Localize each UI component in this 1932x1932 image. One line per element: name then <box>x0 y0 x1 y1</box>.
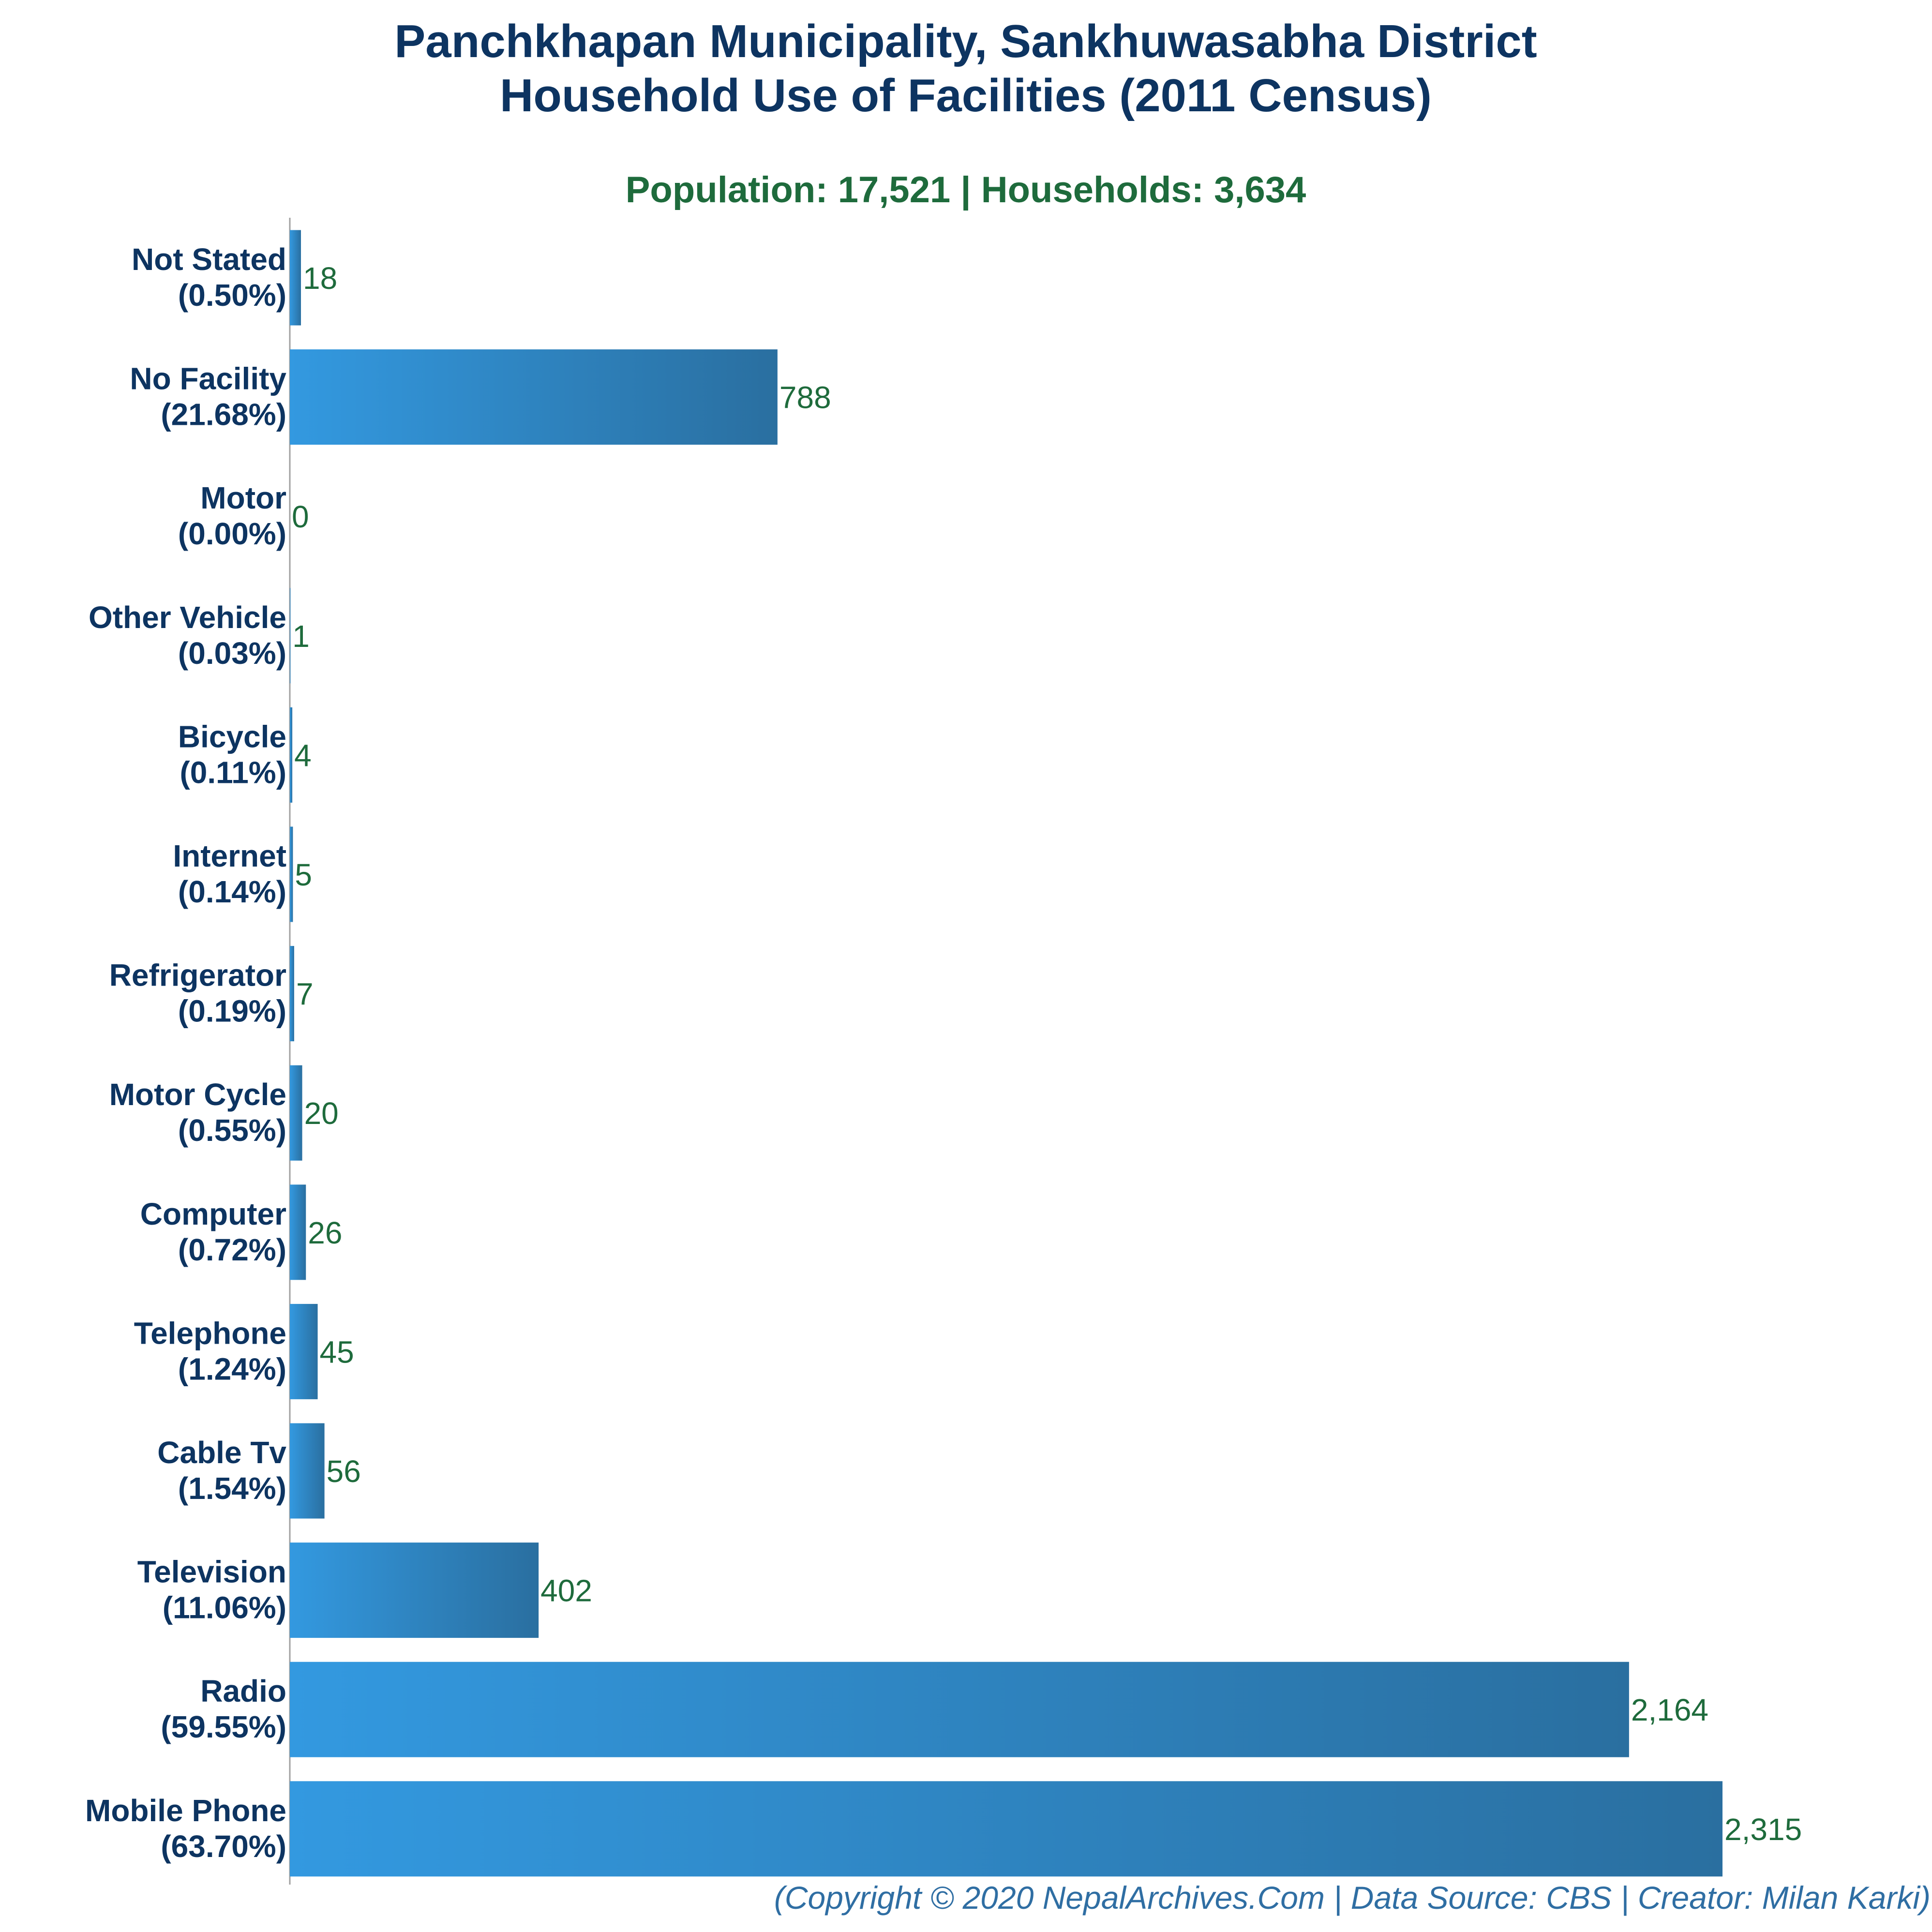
bar-no-facility <box>290 349 778 445</box>
bar-cable-tv <box>290 1423 325 1519</box>
percent-label: (0.03%) <box>178 636 286 671</box>
data-label: 1 <box>292 619 310 654</box>
bar-motor-cycle <box>290 1065 302 1161</box>
bar-telephone <box>290 1303 318 1399</box>
category-label: Mobile Phone <box>85 1793 286 1828</box>
percent-label: (0.72%) <box>178 1232 286 1267</box>
category-label: Internet <box>173 839 286 873</box>
bars-group: Not Stated(0.50%) 18 No Facility(21.68%) 78… <box>85 230 1802 1877</box>
category-label: Television <box>137 1555 286 1589</box>
data-label: 4 <box>294 738 312 773</box>
percent-label: (63.70%) <box>161 1829 286 1864</box>
bar-radio <box>290 1662 1629 1757</box>
data-label: 56 <box>327 1454 361 1489</box>
data-label: 7 <box>296 977 314 1012</box>
percent-label: (59.55%) <box>161 1709 286 1744</box>
percent-label: (0.14%) <box>178 874 286 909</box>
data-label: 402 <box>540 1573 592 1608</box>
category-label: Motor <box>200 480 286 515</box>
category-label: Bicycle <box>178 719 286 754</box>
percent-label: (0.55%) <box>178 1113 286 1148</box>
data-label: 5 <box>295 857 312 892</box>
category-label: Telephone <box>134 1316 286 1350</box>
bar-refrigerator <box>290 946 294 1042</box>
percent-label: (0.00%) <box>178 516 286 551</box>
category-label: Other Vehicle <box>89 600 286 635</box>
data-label: 20 <box>304 1096 339 1131</box>
data-label: 0 <box>292 499 309 534</box>
chart-title-line2: Household Use of Facilities (2011 Census… <box>500 70 1432 121</box>
percent-label: (0.50%) <box>178 278 286 313</box>
chart-subtitle: Population: 17,521 | Households: 3,634 <box>626 169 1306 211</box>
category-label: Motor Cycle <box>109 1077 286 1112</box>
bar-mobile-phone <box>290 1781 1722 1877</box>
percent-label: (21.68%) <box>161 397 286 432</box>
data-label: 788 <box>779 380 831 415</box>
bar-not-stated <box>290 230 301 326</box>
category-label: No Facility <box>130 361 286 396</box>
bar-bicycle <box>290 707 293 803</box>
category-label: Radio <box>200 1674 286 1708</box>
footer-credit: (Copyright © 2020 NepalArchives.Com | Da… <box>774 1880 1931 1917</box>
data-label: 2,315 <box>1724 1812 1802 1847</box>
data-label: 26 <box>308 1215 342 1250</box>
data-label: 18 <box>303 261 337 296</box>
percent-label: (0.19%) <box>178 994 286 1029</box>
percent-label: (1.24%) <box>178 1351 286 1386</box>
bar-internet <box>290 826 293 922</box>
category-label: Computer <box>140 1197 286 1231</box>
data-label: 45 <box>320 1334 354 1369</box>
category-label: Refrigerator <box>109 958 286 993</box>
bar-television <box>290 1543 539 1638</box>
bar-computer <box>290 1184 306 1280</box>
percent-label: (0.11%) <box>180 755 286 790</box>
chart-title: Panchkhapan Municipality, Sankhuwasabha … <box>394 15 1537 67</box>
percent-label: (1.54%) <box>178 1471 286 1506</box>
category-label: Not Stated <box>132 242 286 277</box>
percent-label: (11.06%) <box>163 1590 286 1625</box>
category-label: Cable Tv <box>157 1435 286 1470</box>
data-label: 2,164 <box>1631 1692 1708 1727</box>
